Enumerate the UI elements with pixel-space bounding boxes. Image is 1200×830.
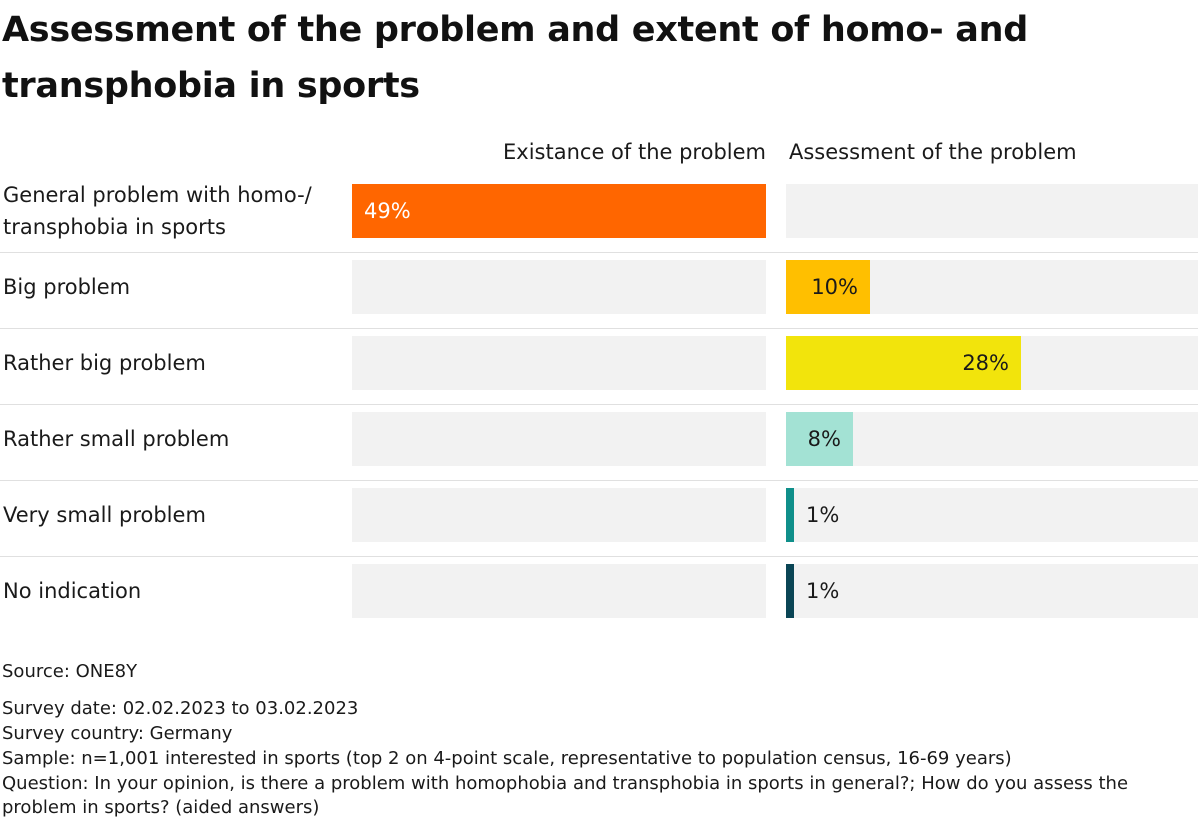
category-label: Very small problem — [3, 503, 206, 527]
category-label: Rather small problem — [3, 427, 230, 451]
row-separator — [0, 404, 1198, 405]
row-separator — [0, 252, 1198, 253]
value-label: 10% — [811, 275, 858, 299]
bar — [786, 412, 853, 466]
existance-track — [352, 336, 766, 390]
value-label: 1% — [806, 579, 840, 603]
row-separator — [0, 328, 1198, 329]
survey-country-note: Survey country: Germany — [2, 723, 233, 744]
bar — [786, 488, 794, 542]
value-label: 8% — [807, 427, 841, 451]
bar — [352, 184, 766, 238]
bar — [786, 564, 794, 618]
chart-row: Very small problem 1% — [0, 488, 1200, 564]
question-note: Question: In your opinion, is there a pr… — [2, 773, 1129, 818]
category-label: Rather big problem — [3, 351, 206, 375]
chart-row: Rather big problem 28% — [0, 336, 1200, 412]
category-label: Big problem — [3, 275, 131, 299]
assessment-track — [786, 184, 1198, 238]
category-label: No indication — [3, 579, 142, 603]
assessment-track: 1% — [786, 564, 1198, 618]
value-label: 49% — [364, 199, 411, 223]
column-header-existance: Existance of the problem — [503, 140, 766, 164]
assessment-track: 10% — [786, 260, 1198, 314]
chart-row: Rather small problem 8% — [0, 412, 1200, 488]
value-label: 28% — [962, 351, 1009, 375]
category-label: General problem with homo-/ transphobia … — [3, 183, 312, 239]
existance-track: 49% — [352, 184, 766, 238]
existance-track — [352, 488, 766, 542]
bar — [786, 260, 870, 314]
assessment-track: 8% — [786, 412, 1198, 466]
chart-row: Big problem 10% — [0, 260, 1200, 336]
row-separator — [0, 480, 1198, 481]
chart-row: No indication 1% — [0, 564, 1200, 640]
value-label: 1% — [806, 503, 840, 527]
row-separator — [0, 556, 1198, 557]
bar — [786, 336, 1021, 390]
sample-note: Sample: n=1,001 interested in sports (to… — [2, 748, 1012, 769]
survey-date-note: Survey date: 02.02.2023 to 03.02.2023 — [2, 698, 359, 719]
source-note: Source: ONE8Y — [2, 661, 138, 682]
chart-title: Assessment of the problem and extent of … — [2, 10, 1028, 106]
chart-row: General problem with homo-/ transphobia … — [0, 183, 1200, 260]
existance-track — [352, 564, 766, 618]
existance-track — [352, 260, 766, 314]
existance-track — [352, 412, 766, 466]
column-header-assessment: Assessment of the problem — [789, 140, 1077, 164]
assessment-track: 1% — [786, 488, 1198, 542]
assessment-track: 28% — [786, 336, 1198, 390]
